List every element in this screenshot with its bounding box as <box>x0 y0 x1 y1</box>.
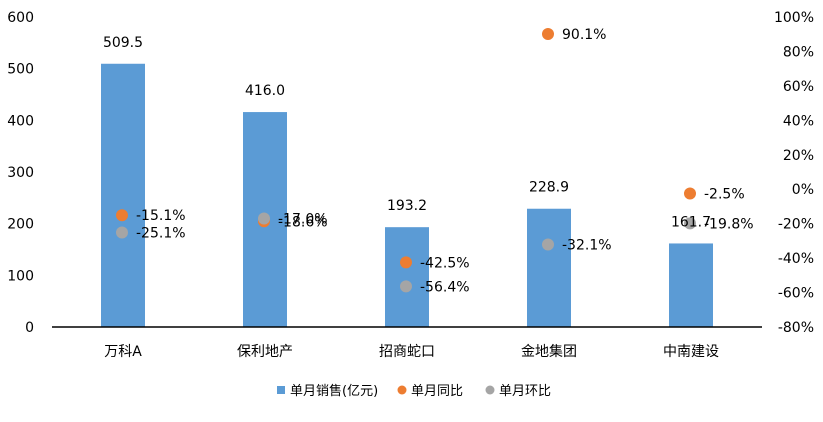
legend-item: 单月销售(亿元) <box>277 383 378 399</box>
legend-label: 单月销售(亿元) <box>290 383 378 399</box>
point-value-label: -25.1% <box>136 225 186 241</box>
scatter-point <box>400 280 412 293</box>
bar <box>101 63 145 328</box>
y-left-tick-label: 600 <box>7 10 34 26</box>
legend-label: 单月同比 <box>411 384 463 399</box>
scatter-point <box>116 226 128 239</box>
bar-value-label: 416.0 <box>245 83 285 99</box>
scatter-point <box>684 217 696 230</box>
y-right-tick-label: -20% <box>778 217 814 233</box>
legend: 单月销售(亿元) 单月同比 单月环比 <box>277 383 551 399</box>
bar-value-label: 193.2 <box>387 198 427 214</box>
point-value-label: -42.5% <box>420 255 470 271</box>
y-right-tick-label: 100% <box>774 10 814 26</box>
bar-value-label: 228.9 <box>529 180 569 196</box>
bar <box>385 227 429 327</box>
y-right-tick-label: 0% <box>792 182 814 198</box>
y-left-tick-label: 400 <box>7 113 34 129</box>
point-value-label: -18.6% <box>278 214 328 230</box>
category-label: 万科A <box>104 344 142 360</box>
y-left-axis: 0 100 200 300 400 500 600 <box>7 10 34 336</box>
y-right-axis: -80% -60% -40% -20% 0% 20% 40% 60% 80% 100% <box>774 10 814 336</box>
category-label: 中南建设 <box>663 344 719 360</box>
point-value-label: 90.1% <box>562 27 606 43</box>
bar <box>527 208 571 327</box>
scatter-point <box>116 209 128 222</box>
point-value-label: -2.5% <box>704 187 745 203</box>
legend-swatch <box>277 386 285 394</box>
y-left-tick-label: 0 <box>25 320 34 336</box>
point-value-label: -19.8% <box>704 216 754 232</box>
y-right-tick-label: 40% <box>783 113 814 129</box>
scatter-point <box>684 187 696 200</box>
bar-value-label: 161.7 <box>671 214 711 230</box>
y-left-tick-label: 300 <box>7 165 34 181</box>
scatter-point <box>258 212 270 225</box>
category-axis: 万科A 保利地产 招商蛇口 金地集团 中南建设 <box>104 343 719 360</box>
point-value-label: -32.1% <box>562 238 612 254</box>
point-value-label: -15.1% <box>136 208 186 224</box>
legend-label: 单月环比 <box>499 384 551 399</box>
scatter-series <box>116 28 696 293</box>
data-labels: 509.5 416.0 193.2 228.9 161.7 -15.1% -18.6% -42… <box>103 27 754 295</box>
category-label: 招商蛇口 <box>379 344 435 360</box>
scatter-point <box>542 28 554 41</box>
y-right-tick-label: -80% <box>778 320 814 336</box>
y-right-tick-label: 20% <box>783 148 814 164</box>
legend-item: 单月同比 <box>397 384 463 399</box>
y-right-tick-label: 80% <box>783 44 814 60</box>
bar <box>669 243 713 327</box>
y-left-tick-label: 100 <box>7 268 34 284</box>
legend-item: 单月环比 <box>485 384 551 399</box>
legend-swatch <box>485 385 495 395</box>
y-left-tick-label: 500 <box>7 62 34 78</box>
y-right-tick-label: -60% <box>778 286 814 302</box>
y-right-tick-label: 60% <box>783 79 814 95</box>
category-label: 金地集团 <box>521 343 577 360</box>
point-value-label: -56.4% <box>420 279 470 295</box>
scatter-point <box>400 256 412 269</box>
y-left-tick-label: 200 <box>7 217 34 233</box>
y-right-tick-label: -40% <box>778 251 814 267</box>
legend-swatch <box>397 385 407 395</box>
category-label: 保利地产 <box>237 344 293 360</box>
scatter-point <box>542 238 554 251</box>
bar-value-label: 509.5 <box>103 35 143 51</box>
point-value-label: -17.0% <box>278 212 328 228</box>
